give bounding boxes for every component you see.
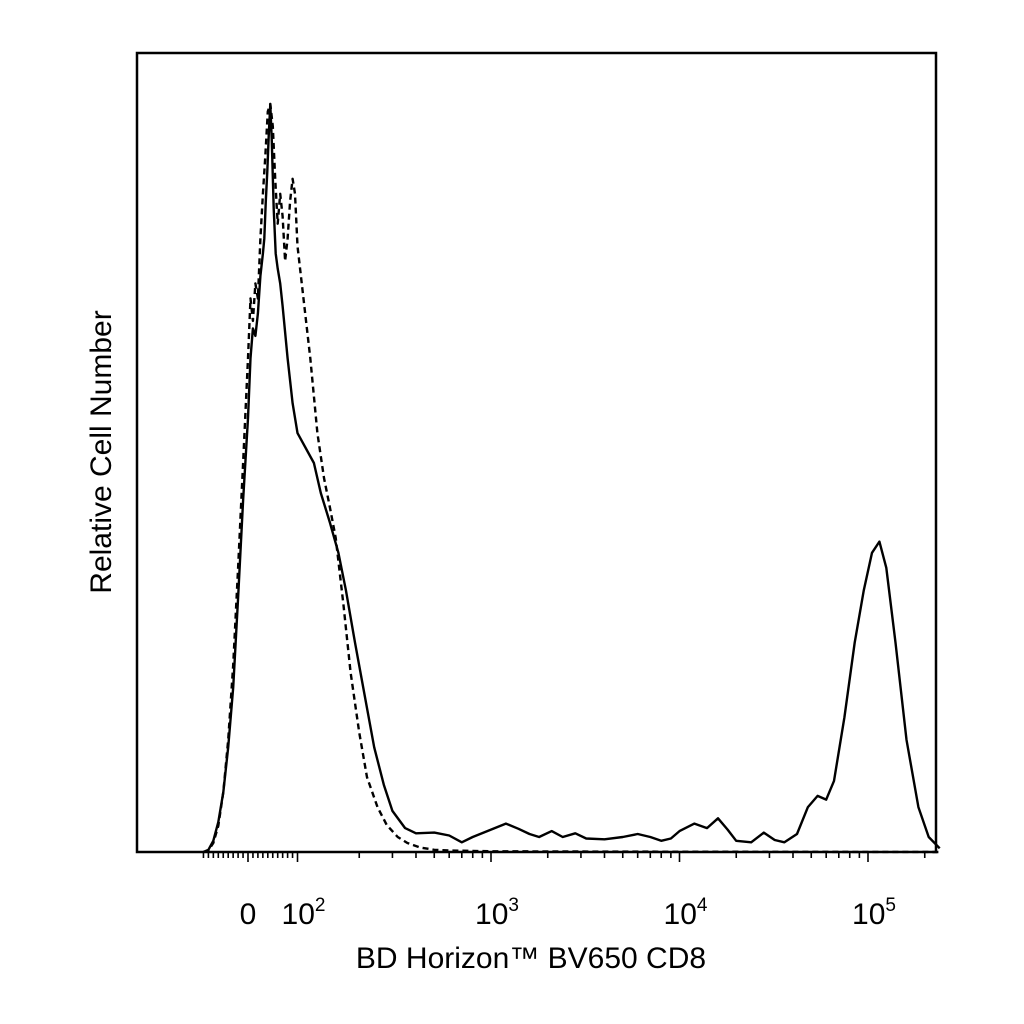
x-tick-label: 102 [282,895,326,931]
x-tick-label: 103 [475,895,519,931]
plot-frame [135,51,938,854]
y-axis-title: Relative Cell Number [85,310,118,593]
x-tick-label: 104 [664,895,708,931]
x-axis-ticks [202,852,926,862]
dashed-histogram-line [203,102,940,854]
x-axis-tick-labels: 0 102 103 104 105 [240,895,896,931]
solid-histogram-line [202,102,941,854]
x-tick-label: 0 [240,898,257,931]
x-tick-label: 105 [852,895,896,931]
series-lines [202,102,941,854]
x-axis-title: BD Horizon™ BV650 CD8 [356,942,706,975]
